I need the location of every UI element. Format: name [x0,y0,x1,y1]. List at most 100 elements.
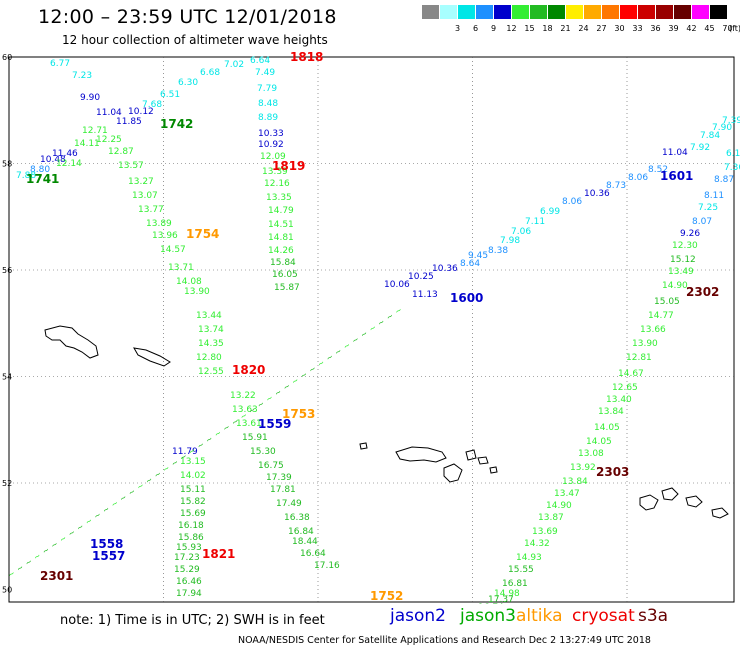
dense-track-mark: ~ [367,323,378,334]
wave-height-label: 11.46 [52,149,78,159]
satellite-name: jason3 [460,606,516,626]
scale-label: 30 [614,24,625,33]
wave-height-label: 12.80 [196,353,222,363]
wave-height-label: 9.90 [80,93,100,103]
wave-height-label: 14.79 [268,206,294,216]
wave-height-label: 14.90 [546,501,572,511]
wave-height-label: 8.48 [258,99,278,109]
island-coastline [395,446,447,463]
wave-height-label: 13.96 [152,231,178,241]
scale-label: 24 [578,24,589,33]
track-time-label: 1819 [272,159,305,173]
wave-height-label: 14.98 [494,589,520,599]
wave-height-label: 13.90 [184,287,210,297]
wave-height-label: 16.81 [502,579,528,589]
dense-track-mark: ~ [41,545,52,556]
wave-height-label: 8.87 [714,175,734,185]
scale-label: 12 [506,24,517,33]
wave-height-label: 12.14 [56,159,82,169]
wave-height-label: 14.57 [160,245,186,255]
chart-title: 12:00 – 23:59 UTC 12/01/2018 [38,6,337,28]
map-graticule [8,56,735,603]
island-coastline [359,442,368,450]
dense-track-jason3: ~~~~~~~~~~~~~~~~~~~~~~~~~~~~~~~~~~~~~~~~… [6,305,404,579]
wave-height-label: 14.02 [180,471,206,481]
wave-height-label: 12.09 [260,152,286,162]
scale-swatch [638,5,655,19]
wave-height-label: 12.16 [264,179,290,189]
lat-label: 58 [2,160,12,169]
wave-height-label: 7.49 [255,68,275,78]
scale-swatch [566,5,583,19]
scale-swatch [710,5,727,19]
island-coastline [489,466,498,474]
wave-height-label: 8.06 [562,197,582,207]
scale-label: 33 [632,24,643,33]
track-time-label: 1818 [290,50,323,64]
wave-height-label: 7.84 [700,131,720,141]
wave-height-label: 15.91 [242,433,268,443]
dense-track-mark: ~ [170,457,181,468]
dense-track-mark: ~ [342,340,353,351]
wave-height-label: 8.89 [258,113,278,123]
wave-height-label: 17.94 [176,589,202,599]
wave-height-label: 15.93 [176,543,202,553]
scale-swatch [476,5,493,19]
dense-track-mark: ~ [195,440,206,451]
chart-subtitle: 12 hour collection of altimeter wave hei… [62,33,328,47]
wave-height-label: 16.38 [284,513,310,523]
wave-height-label: 7.02 [224,60,244,70]
track-time-label: 1559 [258,417,291,431]
wave-height-label: 7.06 [511,227,531,237]
wave-height-label: 15.30 [250,447,276,457]
wave-height-label: 10.25 [408,272,434,282]
dense-track-mark: ~ [66,528,77,539]
wave-height-label: 13.40 [606,395,632,405]
island-coastline [639,494,659,511]
wave-height-label: 15.11 [180,485,206,495]
wave-height-label: 8.11 [704,191,724,201]
wave-height-label: 7.90 [712,123,732,133]
wave-height-label: 10.12 [128,107,154,117]
dense-track-mark: ~ [307,364,318,375]
dense-track-mark: ~ [230,416,241,427]
dense-track-mark: ~ [316,358,327,369]
wave-height-label: 17.23 [174,553,200,563]
wave-height-label: 7.68 [142,100,162,110]
island-coastline [711,507,729,519]
wave-height-label: 15.55 [508,565,534,575]
dense-track-mark: ~ [32,551,43,562]
track-time-label: 1742 [160,117,193,131]
wave-height-label: 17.16 [314,561,340,571]
dense-track-mark: ~ [299,370,310,381]
wave-height-label: 8.38 [488,246,508,256]
wave-height-label: 13.44 [196,311,222,321]
wave-height-label: 6.64 [250,56,270,66]
wave-height-label: 14.05 [586,437,612,447]
wave-height-label: 18.44 [292,537,318,547]
wave-height-label: 7.92 [690,143,710,153]
wave-height-label: 13.22 [230,391,256,401]
scale-swatch [656,5,673,19]
wave-height-label: 13.63 [232,405,258,415]
track-time-label: 1601 [660,169,693,183]
wave-height-label: 13.74 [198,325,224,335]
wave-height-label: 15.82 [180,497,206,507]
dense-track-mark: ~ [58,533,69,544]
dense-track-mark: ~ [238,411,249,422]
dense-track-mark: ~ [109,498,120,509]
track-time-label: 1741 [26,172,59,186]
scale-label: 27 [596,24,607,33]
wave-height-label: 17.39 [266,473,292,483]
wave-height-label: 16.18 [178,521,204,531]
scale-swatch [512,5,529,19]
wave-height-label: 8.64 [460,259,480,269]
dense-track-mark: ~ [118,492,129,503]
wave-height-label: 13.69 [532,527,558,537]
wave-height-label: 15.69 [180,509,206,519]
wave-height-label: 9.45 [468,251,488,261]
wave-height-label: 12.65 [612,383,638,393]
scale-label: 45 [704,24,715,33]
dense-track-mark: ~ [324,352,335,363]
